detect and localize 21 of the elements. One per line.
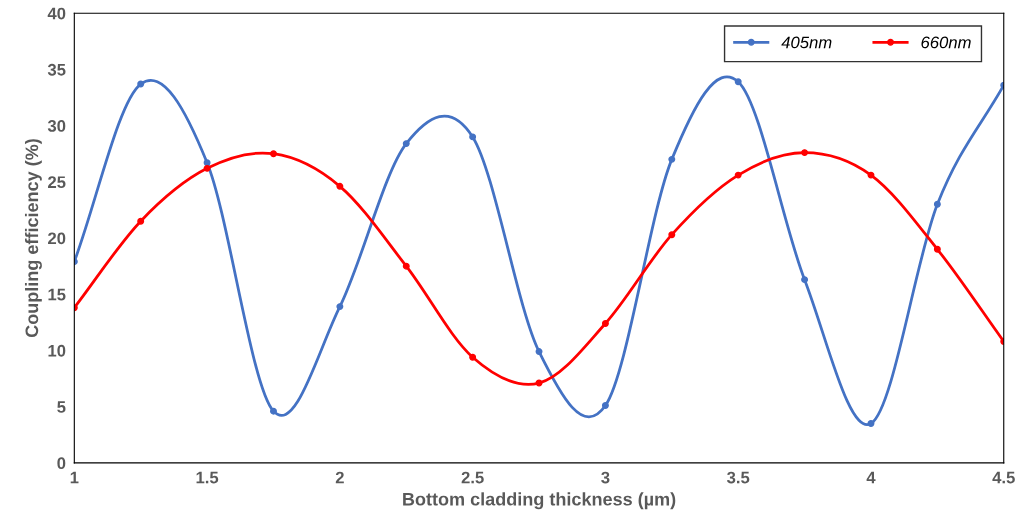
x-tick-label: 2.5 <box>461 471 484 484</box>
y-axis-title: Coupling efficiency (%) <box>24 139 42 338</box>
x-tick-label: 3 <box>601 471 610 484</box>
legend-label: 660nm <box>921 36 971 49</box>
x-tick-label: 1 <box>70 471 79 484</box>
x-tick-label: 3.5 <box>726 471 750 484</box>
y-tick-label: 20 <box>48 232 66 245</box>
legend-label: 405nm <box>781 36 832 49</box>
y-tick-label: 35 <box>47 63 66 76</box>
x-axis-title: Bottom cladding thickness (µm) <box>403 492 676 510</box>
y-tick-label: 40 <box>47 7 66 20</box>
x-tick-label: 1.5 <box>196 471 219 484</box>
y-tick-label: 30 <box>47 120 66 132</box>
y-tick-label: 15 <box>48 288 66 301</box>
x-tick-label: 2 <box>335 471 344 484</box>
y-tick-label: 25 <box>48 176 66 189</box>
x-tick-label: 4 <box>866 471 876 484</box>
y-tick-label: 10 <box>48 344 66 357</box>
y-tick-label: 5 <box>57 401 66 413</box>
y-tick-label: 0 <box>57 457 66 470</box>
x-tick-label: 4.5 <box>992 471 1015 484</box>
